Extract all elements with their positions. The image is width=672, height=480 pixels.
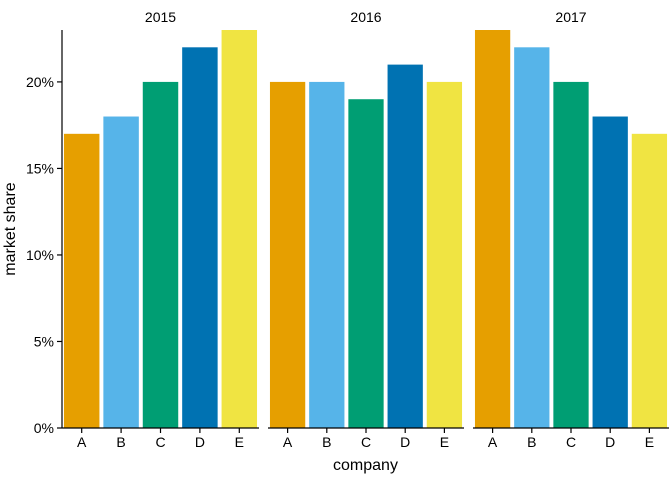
bar-2016-D bbox=[387, 64, 423, 428]
bar-2017-B bbox=[514, 47, 550, 428]
x-tick-label: E bbox=[645, 434, 654, 450]
facet-panel-2015: 2015 A B C D E bbox=[62, 9, 259, 450]
facet-title: 2015 bbox=[145, 9, 176, 25]
x-tick-label: D bbox=[400, 434, 410, 450]
x-tick-label: E bbox=[235, 434, 244, 450]
bar-2015-E bbox=[221, 30, 258, 428]
x-tick-label: C bbox=[361, 434, 371, 450]
x-tick-label: C bbox=[566, 434, 576, 450]
facet-panel-2017: 2017 A B C D E bbox=[473, 9, 669, 450]
facets: 2015 A B C D E 2016 A B C D E 2017 A B C D E bbox=[62, 9, 669, 450]
y-tick-label: 15% bbox=[26, 160, 54, 176]
x-tick-label: D bbox=[195, 434, 205, 450]
facet-title: 2017 bbox=[555, 9, 586, 25]
bar-2016-E bbox=[426, 81, 463, 429]
x-tick-label: A bbox=[488, 434, 498, 450]
y-axis-title: market share bbox=[2, 182, 19, 275]
bar-2016-A bbox=[269, 81, 306, 429]
y-axis: 0% 5% 10% 15% 20% bbox=[26, 30, 63, 436]
bar-2016-C bbox=[348, 99, 384, 428]
facet-panel-2016: 2016 A B C D E bbox=[268, 9, 464, 450]
x-tick-label: B bbox=[322, 434, 331, 450]
bar-2015-B bbox=[103, 116, 139, 429]
bar-2015-D bbox=[182, 47, 218, 428]
x-tick-label: B bbox=[116, 434, 125, 450]
bar-2017-A bbox=[474, 30, 511, 428]
x-tick-label: D bbox=[605, 434, 615, 450]
bar-2016-B bbox=[309, 81, 345, 429]
bar-2017-C bbox=[553, 81, 589, 429]
x-axis-title: company bbox=[333, 457, 398, 474]
y-tick-label: 20% bbox=[26, 74, 54, 90]
bar-2017-D bbox=[592, 116, 628, 429]
bar-2015-C bbox=[142, 81, 179, 429]
y-tick-label: 10% bbox=[26, 247, 54, 263]
x-tick-label: C bbox=[155, 434, 165, 450]
bar-2017-E bbox=[631, 133, 668, 428]
bar-2015-A bbox=[63, 133, 100, 428]
x-tick-label: B bbox=[527, 434, 536, 450]
y-tick-label: 0% bbox=[34, 420, 54, 436]
facet-title: 2016 bbox=[350, 9, 381, 25]
x-tick-label: A bbox=[283, 434, 293, 450]
y-tick-label: 5% bbox=[34, 333, 54, 349]
x-tick-label: A bbox=[77, 434, 87, 450]
x-tick-label: E bbox=[440, 434, 449, 450]
